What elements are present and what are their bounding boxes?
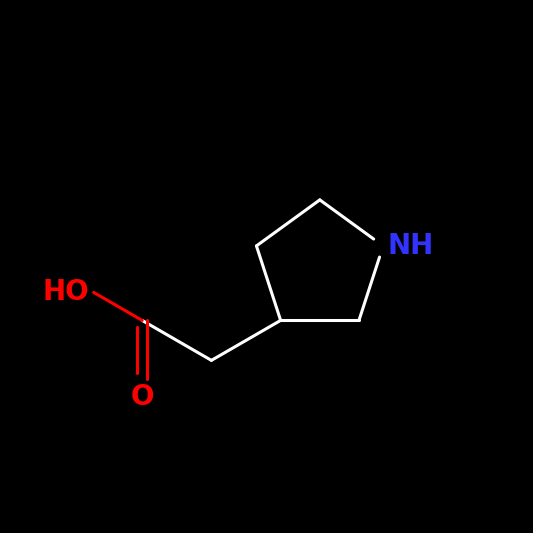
Text: O: O: [131, 383, 154, 411]
Text: HO: HO: [43, 278, 90, 306]
Text: NH: NH: [387, 232, 434, 260]
